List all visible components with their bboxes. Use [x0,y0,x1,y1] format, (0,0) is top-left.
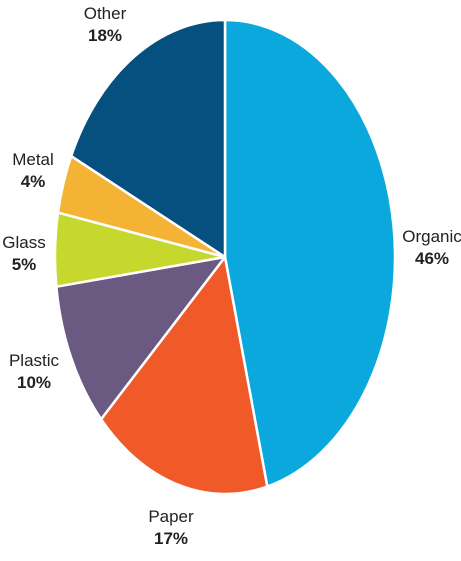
slice-label-other: Other [84,4,127,23]
slice-value-metal: 4% [21,172,46,191]
slice-labels: Organic 46% Paper 17% Plastic 10% Glass 5% Metal… [2,4,461,548]
slice-value-organic: 46% [415,249,449,268]
slice-other [69,18,227,259]
slice-label-organic: Organic [402,227,461,246]
slice-label-plastic: Plastic [9,351,60,370]
pie-slices [53,18,397,496]
slice-value-other: 18% [88,26,122,45]
slice-label-metal: Metal [12,150,54,169]
slice-value-paper: 17% [154,529,188,548]
slice-plastic [55,255,227,421]
slice-label-paper: Paper [148,507,194,526]
slice-value-plastic: 10% [17,373,51,392]
slice-value-glass: 5% [12,255,37,274]
slice-paper [99,255,269,496]
slice-organic [223,18,397,488]
slice-label-glass: Glass [2,233,45,252]
